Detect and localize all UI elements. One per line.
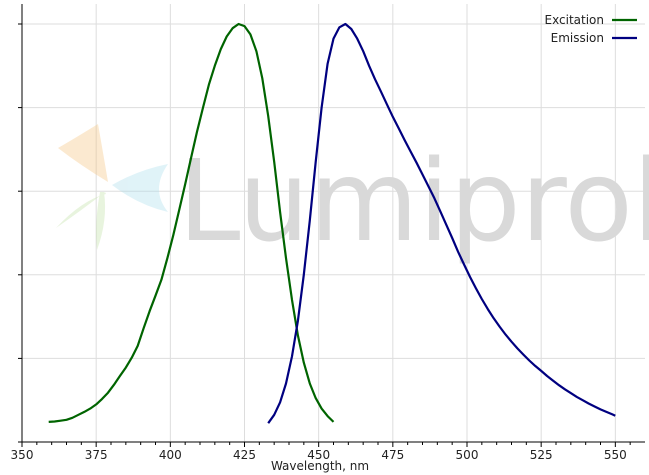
axes: 350 375 400 425 450 475 500 525 550	[11, 4, 645, 462]
lumiprobe-logo-icon	[56, 124, 168, 250]
series-line-excitation	[48, 22, 335, 423]
x-tick-label: 525	[530, 448, 553, 462]
x-tick-label: 475	[381, 448, 404, 462]
x-tick-label: 425	[233, 448, 256, 462]
legend: Excitation Emission	[545, 13, 637, 45]
legend-label-emission: Emission	[551, 31, 604, 45]
legend-label-excitation: Excitation	[545, 13, 604, 27]
x-tick-label: 450	[307, 448, 330, 462]
series-group	[48, 22, 616, 424]
x-tick-label: 500	[456, 448, 479, 462]
grid	[21, 4, 645, 442]
x-tick-label: 400	[159, 448, 182, 462]
x-tick-label: 375	[85, 448, 108, 462]
series-line-emission	[267, 22, 616, 424]
x-tick-label: 550	[604, 448, 627, 462]
x-tick-label: 350	[11, 448, 34, 462]
lumiprobe-watermark: Lumiprobe	[56, 124, 649, 267]
x-axis-label: Wavelength, nm	[271, 459, 369, 473]
